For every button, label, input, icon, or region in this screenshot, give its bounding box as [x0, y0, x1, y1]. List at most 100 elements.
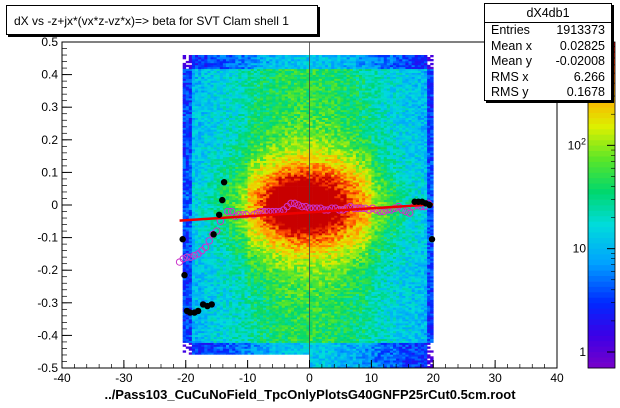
- stats-row-rms-x: RMS x 6.266: [485, 70, 611, 86]
- z-scale-band: [588, 292, 615, 298]
- stats-value: 1913373: [556, 23, 605, 39]
- z-scale-band: [588, 265, 615, 271]
- profile-filled-marker: [209, 301, 215, 307]
- z-scale-band: [588, 124, 615, 130]
- z-scale-band: [588, 352, 615, 358]
- stats-value: -0.02008: [556, 54, 605, 70]
- profile-filled-marker: [429, 236, 435, 242]
- z-tick-exponent: 2: [581, 136, 586, 146]
- z-scale-band: [588, 276, 615, 282]
- y-tick-label: 0.1: [41, 165, 58, 179]
- stats-name: dX4db1: [485, 4, 611, 23]
- z-scale-band: [588, 113, 615, 119]
- y-tick-label: -0.2: [37, 263, 58, 277]
- z-scale-band: [588, 221, 615, 227]
- z-scale-band: [588, 319, 615, 325]
- z-scale-band: [588, 167, 615, 173]
- z-scale-band: [588, 363, 615, 369]
- z-scale-band: [588, 243, 615, 249]
- z-scale-band: [588, 297, 615, 303]
- z-scale-band: [588, 140, 615, 146]
- z-scale-band: [588, 281, 615, 287]
- z-scale-band: [588, 216, 615, 222]
- x-tick-label: 20: [427, 371, 441, 385]
- profile-filled-marker: [221, 179, 227, 185]
- z-scale-band: [588, 287, 615, 293]
- x-tick-label: -10: [239, 371, 257, 385]
- profile-filled-marker: [210, 231, 216, 237]
- z-scale-band: [588, 172, 615, 178]
- z-scale-band: [588, 210, 615, 216]
- chart-title: dX vs -z+jx*(vx*z-vz*x)=> beta for SVT C…: [6, 5, 318, 35]
- z-scale-band: [588, 227, 615, 233]
- stats-row-mean-y: Mean y -0.02008: [485, 54, 611, 70]
- z-scale-band: [588, 259, 615, 265]
- x-tick-label: -20: [177, 371, 195, 385]
- profile-filled-marker: [426, 202, 432, 208]
- z-scale-band: [588, 303, 615, 309]
- y-tick-label: 0.5: [41, 35, 58, 49]
- z-scale-band: [588, 270, 615, 276]
- stats-value: 6.266: [574, 70, 605, 86]
- stats-value: 0.1678: [567, 85, 605, 101]
- stats-label: RMS y: [491, 85, 529, 101]
- stats-row-rms-y: RMS y 0.1678: [485, 85, 611, 101]
- z-scale-band: [588, 357, 615, 363]
- z-scale-band: [588, 232, 615, 238]
- stats-box: dX4db1 Entries 1913373 Mean x 0.02825 Me…: [484, 3, 612, 101]
- x-tick-label: 40: [550, 371, 564, 385]
- z-scale-band: [588, 194, 615, 200]
- y-tick-label: 0: [51, 198, 58, 212]
- x-tick-label: 10: [365, 371, 379, 385]
- z-scale-band: [588, 254, 615, 260]
- z-scale-band: [588, 189, 615, 195]
- x-axis-label: ../Pass103_CuCuNoField_TpcOnlyPlotsG40GN…: [0, 387, 620, 402]
- z-scale-band: [588, 249, 615, 255]
- z-scale-band: [588, 134, 615, 140]
- z-scale-band: [588, 129, 615, 135]
- stats-row-mean-x: Mean x 0.02825: [485, 39, 611, 55]
- y-tick-label: 0.4: [41, 68, 58, 82]
- y-tick-label: -0.1: [37, 231, 58, 245]
- profile-filled-marker: [181, 272, 187, 278]
- profile-filled-marker: [179, 236, 185, 242]
- z-tick-label: 1: [579, 345, 586, 359]
- z-scale-band: [588, 102, 615, 108]
- y-tick-label: -0.4: [37, 328, 58, 342]
- x-tick-label: 30: [488, 371, 502, 385]
- z-scale-band: [588, 205, 615, 211]
- z-scale-band: [588, 346, 615, 352]
- stats-label: RMS x: [491, 70, 529, 86]
- profile-filled-marker: [216, 212, 222, 218]
- y-tick-label: 0.3: [41, 100, 58, 114]
- z-scale-band: [588, 156, 615, 162]
- z-scale-band: [588, 330, 615, 336]
- z-scale-band: [588, 107, 615, 113]
- z-scale-band: [588, 183, 615, 189]
- z-scale-band: [588, 335, 615, 341]
- z-scale-band: [588, 308, 615, 314]
- stats-label: Mean x: [491, 39, 532, 55]
- z-scale-band: [588, 162, 615, 168]
- x-tick-label: 0: [306, 371, 313, 385]
- stats-row-entries: Entries 1913373: [485, 23, 611, 39]
- profile-filled-marker: [219, 197, 225, 203]
- z-scale-band: [588, 314, 615, 320]
- y-tick-label: -0.5: [37, 361, 58, 375]
- z-scale-band: [588, 341, 615, 347]
- y-tick-label: -0.3: [37, 296, 58, 310]
- profile-filled-marker: [195, 308, 201, 314]
- z-tick-label: 102: [568, 136, 586, 152]
- y-tick-label: 0.2: [41, 133, 58, 147]
- z-scale-band: [588, 178, 615, 184]
- z-scale-band: [588, 238, 615, 244]
- x-tick-label: -30: [115, 371, 133, 385]
- stats-label: Entries: [491, 23, 530, 39]
- z-scale-band: [588, 325, 615, 331]
- z-scale-band: [588, 200, 615, 206]
- z-scale-band: [588, 145, 615, 151]
- z-scale-band: [588, 151, 615, 157]
- z-scale-band: [588, 118, 615, 124]
- stats-label: Mean y: [491, 54, 532, 70]
- stats-value: 0.02825: [560, 39, 605, 55]
